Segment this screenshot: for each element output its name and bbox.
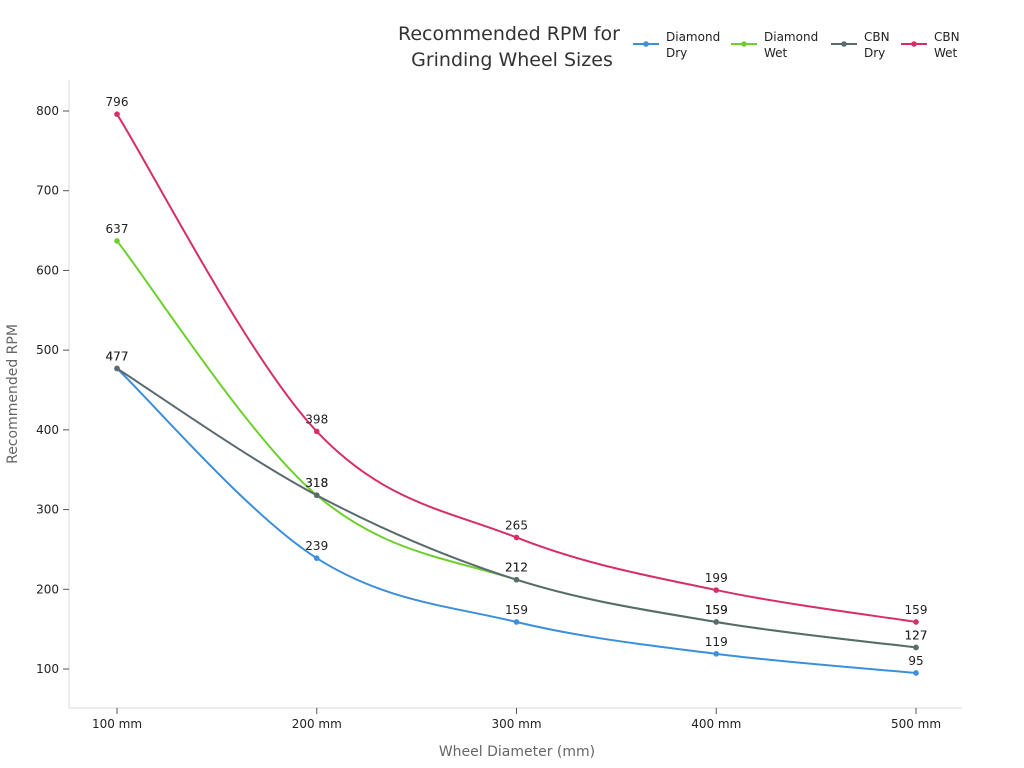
legend-label-diamond-wet-line-2: Wet [764,46,788,60]
data-point-cbn-dry [913,644,919,651]
y-tick-label: 700 [36,184,59,198]
legend-item-cbn-wet: CBN Wet [901,30,960,60]
data-point-cbn-dry [313,492,320,499]
y-tick-label: 600 [36,263,59,277]
data-point-diamond-dry [313,555,320,561]
axes-layer: 100 200 300 400 500 600 700 800 100 mm 200 mm 300 … [36,80,962,731]
data-point-cbn-dry [114,365,120,372]
legend-label-cbn-dry: CBN Dry [864,30,890,60]
data-label-diamond-wet: 637 [106,222,129,236]
data-label-diamond-wet: 318 [305,476,328,490]
data-point-cbn-dry [713,619,720,625]
y-tick-label: 300 [36,503,59,517]
x-axis-title: Wheel Diameter (mm) [439,744,595,760]
data-label-diamond-dry: 119 [705,635,728,649]
data-label-diamond-wet: 127 [905,628,928,642]
data-label-cbn-dry: 159 [705,603,728,617]
legend-label-cbn-wet-line-1: CBN [934,30,960,44]
data-label-diamond-dry: 239 [305,539,328,553]
legend-label-cbn-dry-line-1: CBN [864,30,890,44]
data-point-diamond-wet [114,238,120,244]
data-point-diamond-dry [913,670,919,676]
legend-label-diamond-wet-line-1: Diamond [764,30,818,44]
series-line-diamond-wet [116,239,917,649]
data-point-cbn-wet [713,587,720,593]
x-tick-label: 500 mm [891,717,941,731]
legend-marker-diamond-wet [741,41,747,47]
data-label-cbn-dry: 127 [905,628,928,642]
legend-marker-diamond-dry [643,41,649,47]
labels-layer: 4772391591199563731821215912747731821215… [106,95,928,668]
legend-item-diamond-dry: Diamond Dry [633,30,720,60]
data-point-cbn-wet [114,111,120,117]
chart-title: Recommended RPM for Grinding Wheel Sizes [398,23,626,71]
legend-marker-cbn-dry [841,41,847,47]
legend-label-diamond-dry-line-2: Dry [666,46,687,60]
series-line-cbn-wet [116,113,917,623]
data-label-diamond-dry: 159 [505,603,528,617]
y-tick-label: 500 [36,343,59,357]
legend-label-cbn-wet-line-2: Wet [934,46,958,60]
data-label-cbn-wet: 159 [905,603,928,617]
legend-item-diamond-wet: Diamond Wet [731,30,818,60]
y-axis-title: Recommended RPM [5,324,21,464]
legend-item-cbn-dry: CBN Dry [831,30,890,60]
x-tick-label: 200 mm [292,717,342,731]
data-label-cbn-wet: 398 [305,412,328,426]
lines-layer [116,113,917,674]
data-point-diamond-dry [713,651,720,657]
x-tick-label: 300 mm [491,717,541,731]
data-label-cbn-dry: 212 [505,561,528,575]
data-point-cbn-dry [513,576,520,583]
y-tick-label: 400 [36,423,59,437]
data-label-cbn-dry: 318 [305,476,328,490]
data-label-cbn-wet: 265 [505,518,528,532]
data-label-cbn-dry: 477 [106,349,129,363]
y-tick-label: 100 [36,662,59,676]
data-point-cbn-wet [913,619,919,625]
data-label-diamond-dry: 95 [908,654,923,668]
legend-label-diamond-dry-line-1: Diamond [666,30,720,44]
chart-title-line-1: Recommended RPM for [398,23,620,45]
data-label-cbn-wet: 796 [106,95,129,109]
legend-marker-cbn-wet [911,41,917,47]
data-point-cbn-wet [513,534,520,541]
y-tick-label: 800 [36,104,59,118]
legend-label-cbn-dry-line-2: Dry [864,46,885,60]
chart-title-line-2: Grinding Wheel Sizes [411,49,613,71]
data-point-diamond-dry [513,619,520,625]
data-label-diamond-dry: 477 [106,349,129,363]
y-tick-label: 200 [36,582,59,596]
data-label-cbn-wet: 199 [705,571,728,585]
points-layer [114,111,919,676]
x-tick-label: 400 mm [691,717,741,731]
data-point-cbn-wet [313,428,320,435]
data-label-diamond-wet: 159 [705,603,728,617]
legend-label-diamond-wet: Diamond Wet [764,30,818,60]
legend: Diamond Dry Diamond Wet CBN Dry CBN Wet [633,30,960,60]
legend-label-diamond-dry: Diamond Dry [666,30,720,60]
legend-label-cbn-wet: CBN Wet [934,30,960,60]
data-label-diamond-wet: 212 [505,561,528,575]
x-tick-label: 100 mm [92,717,142,731]
